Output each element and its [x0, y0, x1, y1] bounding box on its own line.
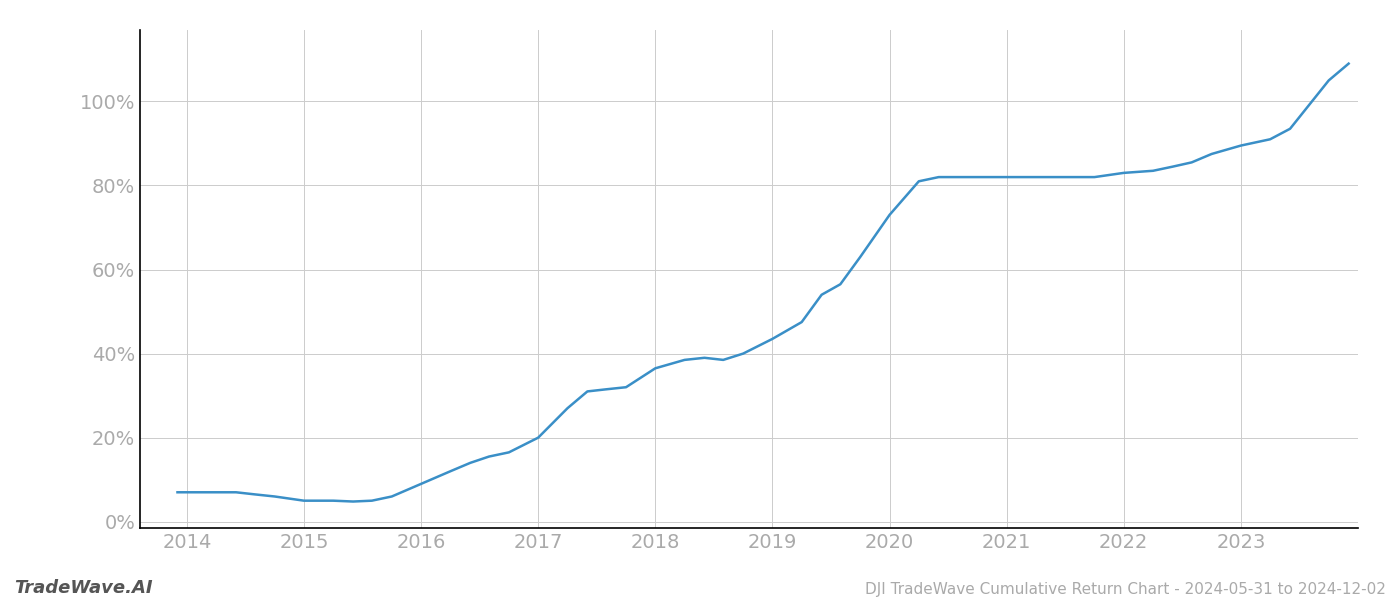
Text: DJI TradeWave Cumulative Return Chart - 2024-05-31 to 2024-12-02: DJI TradeWave Cumulative Return Chart - … [865, 582, 1386, 597]
Text: TradeWave.AI: TradeWave.AI [14, 579, 153, 597]
